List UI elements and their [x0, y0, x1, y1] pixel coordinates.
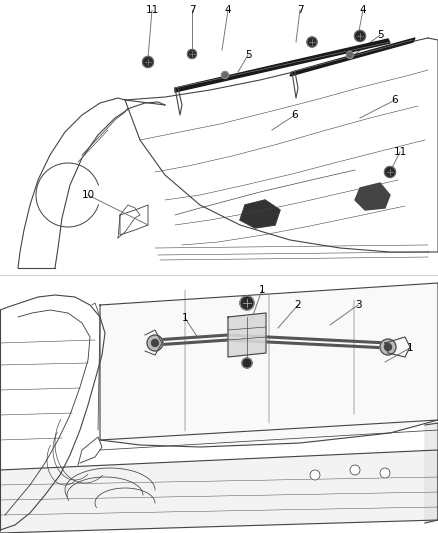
Circle shape	[147, 335, 163, 351]
Text: 1: 1	[259, 285, 265, 295]
Text: 5: 5	[245, 50, 251, 60]
Text: 10: 10	[81, 190, 95, 200]
Polygon shape	[100, 283, 438, 447]
Text: 6: 6	[292, 110, 298, 120]
Text: 11: 11	[145, 5, 159, 15]
Polygon shape	[175, 39, 390, 92]
Circle shape	[310, 470, 320, 480]
Polygon shape	[228, 313, 266, 357]
Polygon shape	[240, 200, 280, 228]
Polygon shape	[425, 423, 438, 523]
Circle shape	[240, 296, 254, 310]
Circle shape	[242, 358, 252, 368]
Circle shape	[350, 465, 360, 475]
Text: 1: 1	[407, 343, 413, 353]
Text: 7: 7	[189, 5, 195, 15]
Text: 1: 1	[182, 313, 188, 323]
Circle shape	[152, 340, 159, 346]
Circle shape	[307, 37, 317, 47]
Circle shape	[354, 30, 365, 42]
Text: 5: 5	[377, 30, 383, 40]
Text: 11: 11	[393, 147, 406, 157]
Circle shape	[222, 71, 229, 78]
Circle shape	[385, 166, 396, 177]
Polygon shape	[355, 183, 390, 210]
Circle shape	[385, 343, 392, 351]
Circle shape	[380, 468, 390, 478]
Text: 7: 7	[297, 5, 303, 15]
Circle shape	[142, 56, 153, 68]
Text: 6: 6	[392, 95, 398, 105]
Text: 4: 4	[360, 5, 366, 15]
Circle shape	[346, 52, 353, 59]
Polygon shape	[290, 38, 415, 76]
Text: 2: 2	[295, 300, 301, 310]
Text: 4: 4	[225, 5, 231, 15]
Polygon shape	[0, 450, 438, 533]
Circle shape	[380, 339, 396, 355]
Circle shape	[187, 50, 197, 59]
Text: 3: 3	[355, 300, 361, 310]
